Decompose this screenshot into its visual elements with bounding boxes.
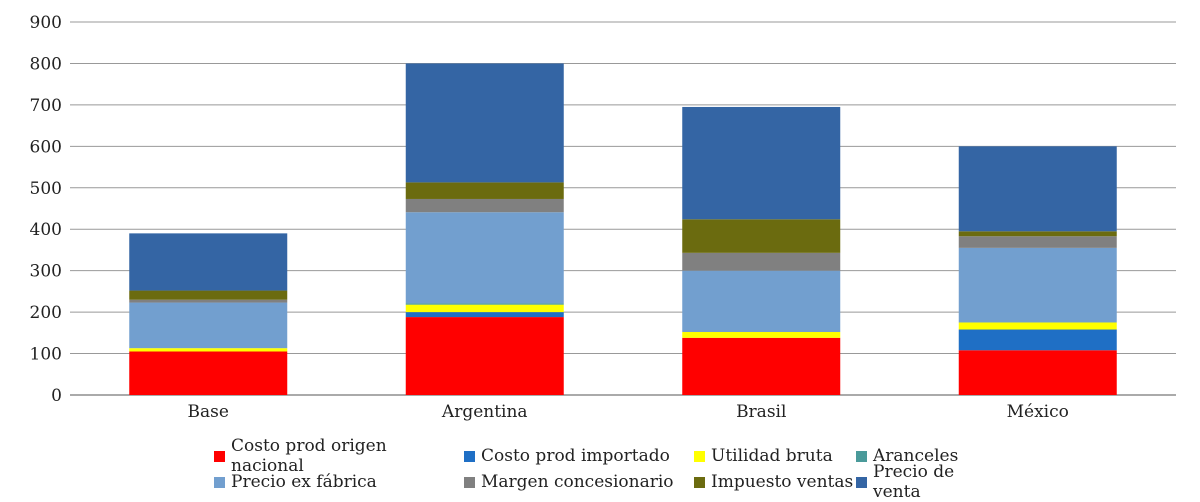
legend-label: Precio de venta — [873, 462, 955, 502]
y-tick-label: 600 — [30, 137, 62, 157]
y-tick-label: 100 — [30, 345, 62, 365]
bars — [129, 63, 1117, 395]
legend-swatch — [464, 476, 475, 488]
bar-segment — [958, 329, 1117, 351]
y-tick-label: 800 — [30, 54, 62, 74]
legend-item: Costo prod origen nacional — [214, 436, 464, 476]
bar-segment — [958, 146, 1117, 232]
bar-segment — [958, 247, 1117, 323]
x-tick-label: México — [1007, 402, 1069, 422]
bar-segment — [682, 270, 841, 333]
legend-swatch — [214, 450, 225, 462]
bar-segment — [129, 299, 288, 303]
y-tick-label: 400 — [30, 220, 62, 240]
legend-item: Margen concesionario — [464, 472, 694, 492]
legend-label: Costo prod origen nacional — [231, 436, 387, 476]
bar-segment — [958, 236, 1117, 248]
stacked-bar-chart: 0 100 200 300 400 500 600 700 800 900 Base Argenti… — [30, 13, 1176, 422]
y-tick-label: 0 — [51, 386, 62, 406]
legend-swatch — [856, 476, 867, 488]
legend-item: Aranceles — [856, 446, 1006, 466]
bar-segment — [129, 302, 288, 349]
legend-swatch — [464, 450, 475, 462]
legend-item: Precio de venta — [856, 462, 1006, 502]
bar-segment — [405, 304, 564, 313]
legend-label: Costo prod importado — [481, 446, 670, 466]
bar-segment — [129, 348, 288, 352]
x-tick-label: Argentina — [441, 402, 528, 422]
legend-label: Precio ex fábrica — [231, 472, 377, 492]
bar-segment — [129, 233, 288, 291]
legend-item: Precio ex fábrica — [214, 472, 464, 492]
bar-segment — [405, 182, 564, 199]
bar-segment — [682, 337, 841, 395]
y-tick-label: 300 — [30, 262, 62, 282]
bar-segment — [405, 63, 564, 183]
bar-segment — [958, 231, 1117, 237]
legend-swatch — [214, 476, 225, 488]
y-axis: 0 100 200 300 400 500 600 700 800 900 — [30, 13, 62, 406]
x-tick-label: Base — [188, 402, 229, 422]
legend-item: Costo prod importado — [464, 446, 694, 466]
bar-segment — [129, 351, 288, 395]
bar-segment — [682, 252, 841, 271]
bar-segment — [958, 350, 1117, 395]
bar-segment — [405, 198, 564, 213]
legend-swatch — [694, 476, 705, 488]
legend-label: Margen concesionario — [481, 472, 674, 492]
y-tick-label: 900 — [30, 13, 62, 33]
bar-segment — [682, 106, 841, 220]
y-tick-label: 700 — [30, 96, 62, 116]
legend-item: Utilidad bruta — [694, 446, 856, 466]
x-tick-label: Brasil — [736, 402, 786, 422]
legend-row-2: Precio ex fábrica Margen concesionario I… — [214, 462, 1014, 502]
legend-label: Aranceles — [873, 446, 959, 466]
legend-swatch — [694, 450, 705, 462]
legend-row-1: Costo prod origen nacional Costo prod im… — [214, 436, 1014, 476]
y-tick-label: 200 — [30, 303, 62, 323]
bar-segment — [405, 312, 564, 318]
legend: Costo prod origen nacional Costo prod im… — [214, 436, 1014, 502]
legend-label: Utilidad bruta — [711, 446, 833, 466]
bar-segment — [129, 290, 288, 300]
bar-segment — [682, 332, 841, 338]
bar-segment — [958, 322, 1117, 330]
bar-segment — [405, 212, 564, 304]
legend-swatch — [856, 450, 867, 462]
x-axis: Base Argentina Brasil México — [188, 402, 1069, 422]
bar-segment — [405, 303, 564, 305]
legend-label: Impuesto ventas — [711, 472, 854, 492]
legend-item: Impuesto ventas — [694, 472, 856, 492]
bar-segment — [682, 219, 841, 253]
y-tick-label: 500 — [30, 179, 62, 199]
bar-segment — [405, 317, 564, 395]
